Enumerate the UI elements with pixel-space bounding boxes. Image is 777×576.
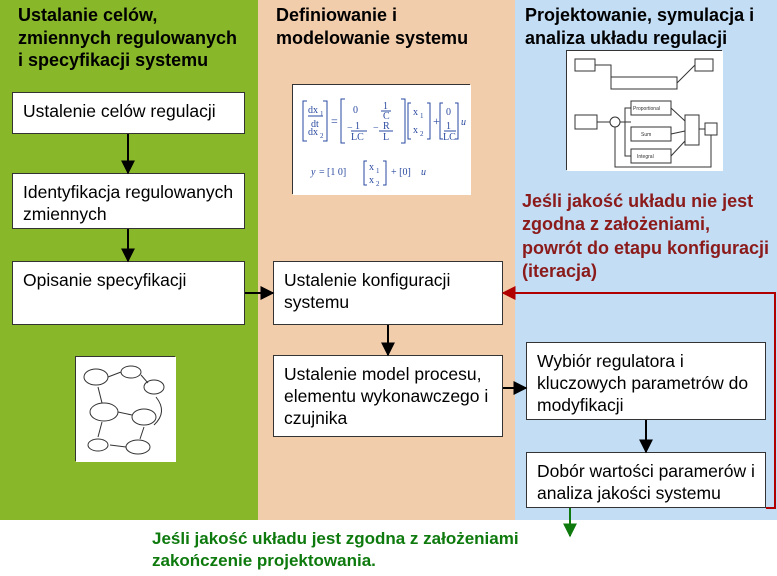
svg-text:LC: LC xyxy=(351,132,364,143)
svg-text:y: y xyxy=(310,167,316,178)
svg-text:u: u xyxy=(421,167,426,178)
box-identify-variables: Identyfikacja regulowanych zmiennych xyxy=(12,173,245,229)
column-goals-title: Ustalanie celów, zmiennych regulowanych … xyxy=(0,0,258,82)
svg-text:Proportional: Proportional xyxy=(633,106,660,112)
svg-text:x: x xyxy=(369,162,374,173)
sketch-blockdiagram-icon: Proportional Sum Integral xyxy=(566,50,722,170)
svg-text:2: 2 xyxy=(420,130,424,138)
svg-text:1: 1 xyxy=(355,121,360,132)
column-modeling: Definiowanie i modelowanie systemu xyxy=(258,0,515,520)
box-specification: Opisanie specyfikacji xyxy=(12,261,245,325)
box-goals-regulation: Ustalenie celów regulacji xyxy=(12,92,245,134)
box-configuration: Ustalenie konfiguracji systemu xyxy=(273,261,503,325)
svg-text:L: L xyxy=(383,132,389,143)
svg-text:u: u xyxy=(461,117,466,128)
box-controller-select: Wybiór regulatora i kluczowych parametró… xyxy=(526,342,766,420)
svg-text:x: x xyxy=(413,125,418,136)
svg-text:R: R xyxy=(383,121,390,132)
svg-text:x: x xyxy=(413,107,418,118)
svg-text:0: 0 xyxy=(446,107,451,118)
box-process-model: Ustalenie model procesu, elementu wykona… xyxy=(273,355,503,437)
svg-text:2: 2 xyxy=(320,132,324,140)
svg-text:LC: LC xyxy=(443,132,456,143)
svg-text:dx: dx xyxy=(308,127,318,138)
sketch-formula-icon: dx1 dt dx2 = 0 1C −1LC −RL x1 x2 + 0 xyxy=(292,84,470,194)
success-note: Jeśli jakość układu jest zgodna z założe… xyxy=(152,528,582,572)
svg-text:0: 0 xyxy=(353,105,358,116)
column-modeling-title: Definiowanie i modelowanie systemu xyxy=(258,0,515,59)
svg-text:=: = xyxy=(331,114,338,128)
svg-text:[1 0]: [1 0] xyxy=(327,167,346,178)
svg-text:1: 1 xyxy=(420,112,424,120)
sketch-notes-icon xyxy=(75,356,175,461)
svg-text:+ [0]: + [0] xyxy=(391,167,411,178)
diagram-stage: Ustalanie celów, zmiennych regulowanych … xyxy=(0,0,777,576)
svg-text:+: + xyxy=(433,114,440,128)
svg-text:x: x xyxy=(369,175,374,186)
svg-text:1: 1 xyxy=(446,121,451,132)
svg-text:Sum: Sum xyxy=(641,132,651,138)
feedback-note: Jeśli jakość układu nie jest zgodna z za… xyxy=(522,190,772,284)
svg-text:Integral: Integral xyxy=(637,154,654,160)
box-tune-analyze: Dobór wartości paramerów i analiza jakoś… xyxy=(526,452,766,508)
svg-text:1: 1 xyxy=(320,110,324,118)
svg-text:dx: dx xyxy=(308,105,318,116)
svg-text:−: − xyxy=(373,123,379,134)
svg-text:1: 1 xyxy=(376,167,380,175)
svg-text:2: 2 xyxy=(376,180,380,188)
svg-text:=: = xyxy=(319,167,325,178)
